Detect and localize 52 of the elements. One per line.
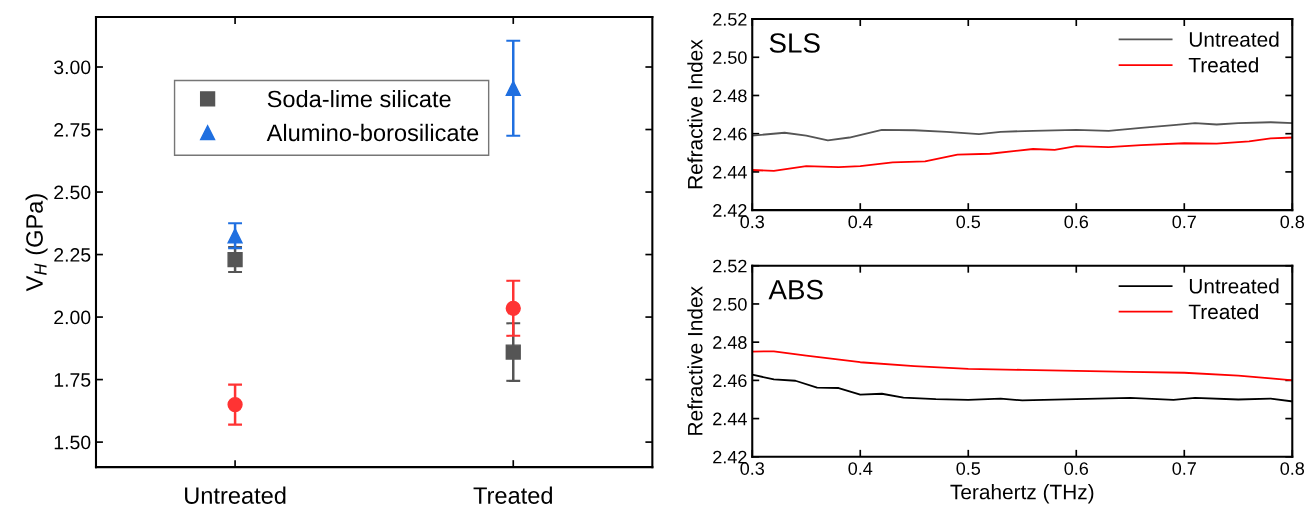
y-tick-label: 1.50 [54,435,91,450]
point [505,80,521,96]
y-tick-label: 2.42 [713,204,747,217]
x-tick-label: 0.5 [956,462,981,475]
y-tick-label: 2.52 [713,12,747,26]
legend-label: Untreated [1189,31,1279,47]
legend-label: Untreated [1189,278,1279,294]
annotation: SLS [769,33,820,53]
x-tick-label: 0.3 [740,215,765,229]
line-series [752,136,1293,172]
legend-label: Treated [1188,57,1258,73]
x-axis-title: Terahertz (THz) [950,484,1094,504]
y-tick-label: 2.44 [713,165,747,179]
point [227,228,243,244]
y-tick-label: 2.50 [54,185,91,200]
y-tick-label: 2.75 [54,122,91,137]
x-tick-label: 0.8 [1280,462,1305,475]
y-tick-label: 2.46 [713,127,747,141]
x-tick-label: 0.4 [848,462,873,475]
x-tick-label: 0.4 [848,215,873,229]
line-series [752,121,1293,142]
x-tick-label: 0.5 [956,215,981,229]
y-tick-label: 2.52 [713,259,747,273]
y-tick-label: 2.48 [713,89,747,103]
x-tick-label: 0.7 [1172,215,1196,229]
point [227,396,243,413]
y-tick-label: 2.44 [713,412,747,426]
legend-label: Treated [1188,303,1258,320]
line-series [752,350,1293,382]
annotation: ABS [768,279,823,300]
legend-label: Soda-lime silicate [267,90,451,108]
y-tick-label: 2.50 [713,51,747,64]
y-tick-label: 3.00 [54,60,91,75]
x-tick-label: 0.3 [740,462,765,475]
x-tick-label: 0.6 [1064,215,1089,229]
x-tick-label: 0.8 [1280,215,1305,229]
y-tick-label: 1.75 [54,373,91,387]
legend-label: Alumino-borosilicate [266,123,479,142]
y-tick-label: 2.46 [713,374,747,388]
y-tick-label: 2.48 [713,336,747,349]
y-axis-title: Refractive Index [687,39,703,189]
y-tick-label: 2.50 [713,297,747,311]
y-tick-label: 2.00 [54,310,91,325]
point [227,251,243,268]
y-tick-label: 2.42 [713,450,747,464]
point [505,344,521,360]
x-tick-label: 0.6 [1064,462,1089,475]
x-tick-label: 0.7 [1172,462,1196,475]
y-axis-title: V$_{H}$ (GPa) [25,194,48,292]
y-tick-label: 2.25 [54,248,91,262]
y-axis-title: Refractive Index [687,286,703,435]
point [505,300,521,316]
